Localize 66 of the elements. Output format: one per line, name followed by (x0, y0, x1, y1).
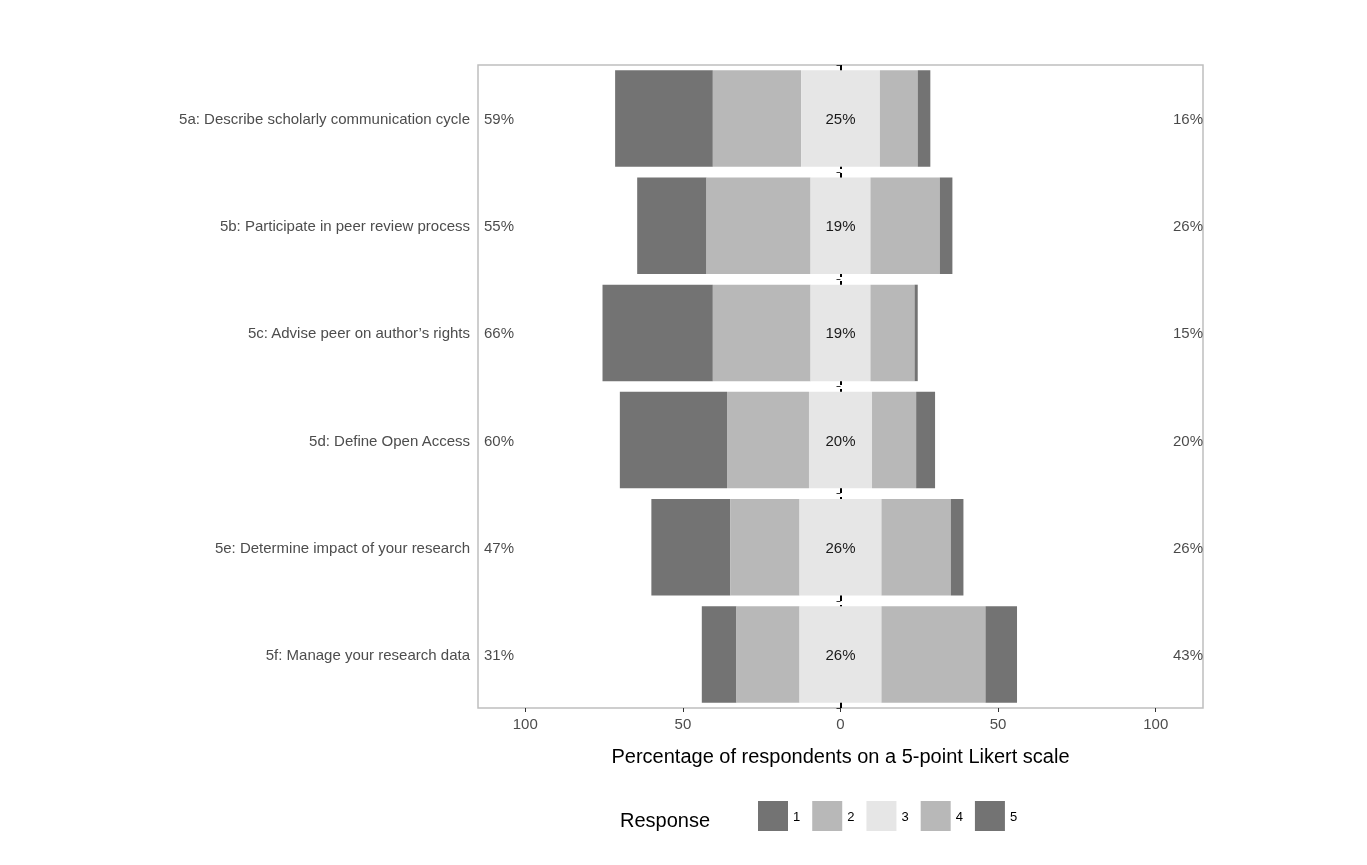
legend-title: Response (620, 809, 711, 831)
legend-label: 3 (901, 808, 909, 824)
x-tick-label: 100 (512, 715, 538, 732)
legend-label: 1 (793, 808, 801, 824)
annotation: 60% (484, 431, 515, 449)
annotation: 59% (484, 110, 515, 128)
annotation: 66% (484, 324, 515, 342)
legend-label: 2 (847, 808, 855, 824)
bar (651, 499, 731, 596)
y-tick-label: 5f: Manage your research data (265, 645, 471, 663)
annotation: 20% (1172, 431, 1203, 449)
bar (872, 391, 917, 489)
bar (615, 70, 713, 167)
data-label: 20% (825, 431, 856, 449)
y-tick-label: 5a: Describe scholarly communication cycle (179, 110, 470, 128)
data-label: 19% (825, 217, 856, 235)
bar (801, 70, 880, 167)
x-tick-label: 50 (674, 715, 692, 732)
bar (736, 606, 800, 703)
y-tick-label: 5e: Determine impact of your research (214, 538, 470, 556)
bar (916, 391, 936, 489)
bar (881, 499, 951, 596)
bar (810, 177, 871, 274)
annotation: 31% (484, 645, 515, 663)
bar (712, 70, 802, 167)
x-tick-label: 50 (989, 715, 1007, 732)
data-label: 26% (825, 538, 856, 556)
bar (985, 606, 1018, 703)
bar (917, 70, 931, 167)
bar (712, 284, 811, 382)
bar (870, 177, 940, 274)
bar (881, 606, 986, 703)
bar (810, 284, 871, 382)
data-label: 26% (825, 645, 856, 663)
data-label: 25% (825, 110, 856, 128)
bar (950, 499, 964, 596)
bar (870, 284, 915, 382)
x-tick-label: 0 (836, 715, 845, 732)
bar (879, 70, 918, 167)
annotation: 47% (484, 538, 515, 556)
annotation: 26% (1172, 538, 1203, 556)
bar (727, 391, 809, 489)
x-tick-label: 100 (1143, 715, 1169, 732)
bar (939, 177, 953, 274)
bar (799, 606, 882, 703)
bar (706, 177, 811, 274)
x-axis-title: Percentage of respondents on a 5-point Likert scale (611, 745, 1070, 767)
y-tick-label: 5c: Advise peer on author’s rights (247, 324, 470, 342)
bar (602, 284, 713, 382)
bar (701, 606, 737, 703)
bar (637, 177, 707, 274)
annotation: 55% (484, 217, 515, 235)
bar (914, 284, 918, 382)
annotation: 15% (1172, 324, 1203, 342)
legend-label: 5 (1009, 808, 1018, 824)
annotation: 26% (1172, 217, 1203, 235)
bar (619, 391, 728, 489)
legend-label: 4 (955, 808, 963, 824)
data-label: 19% (825, 324, 856, 342)
annotation: 16% (1172, 110, 1203, 128)
bar (730, 499, 800, 596)
annotation: 43% (1172, 645, 1203, 663)
y-tick-label: 5d: Define Open Access (309, 431, 470, 449)
bar (808, 391, 873, 489)
bar (799, 499, 882, 596)
y-tick-label: 5b: Participate in peer review process (219, 217, 470, 235)
